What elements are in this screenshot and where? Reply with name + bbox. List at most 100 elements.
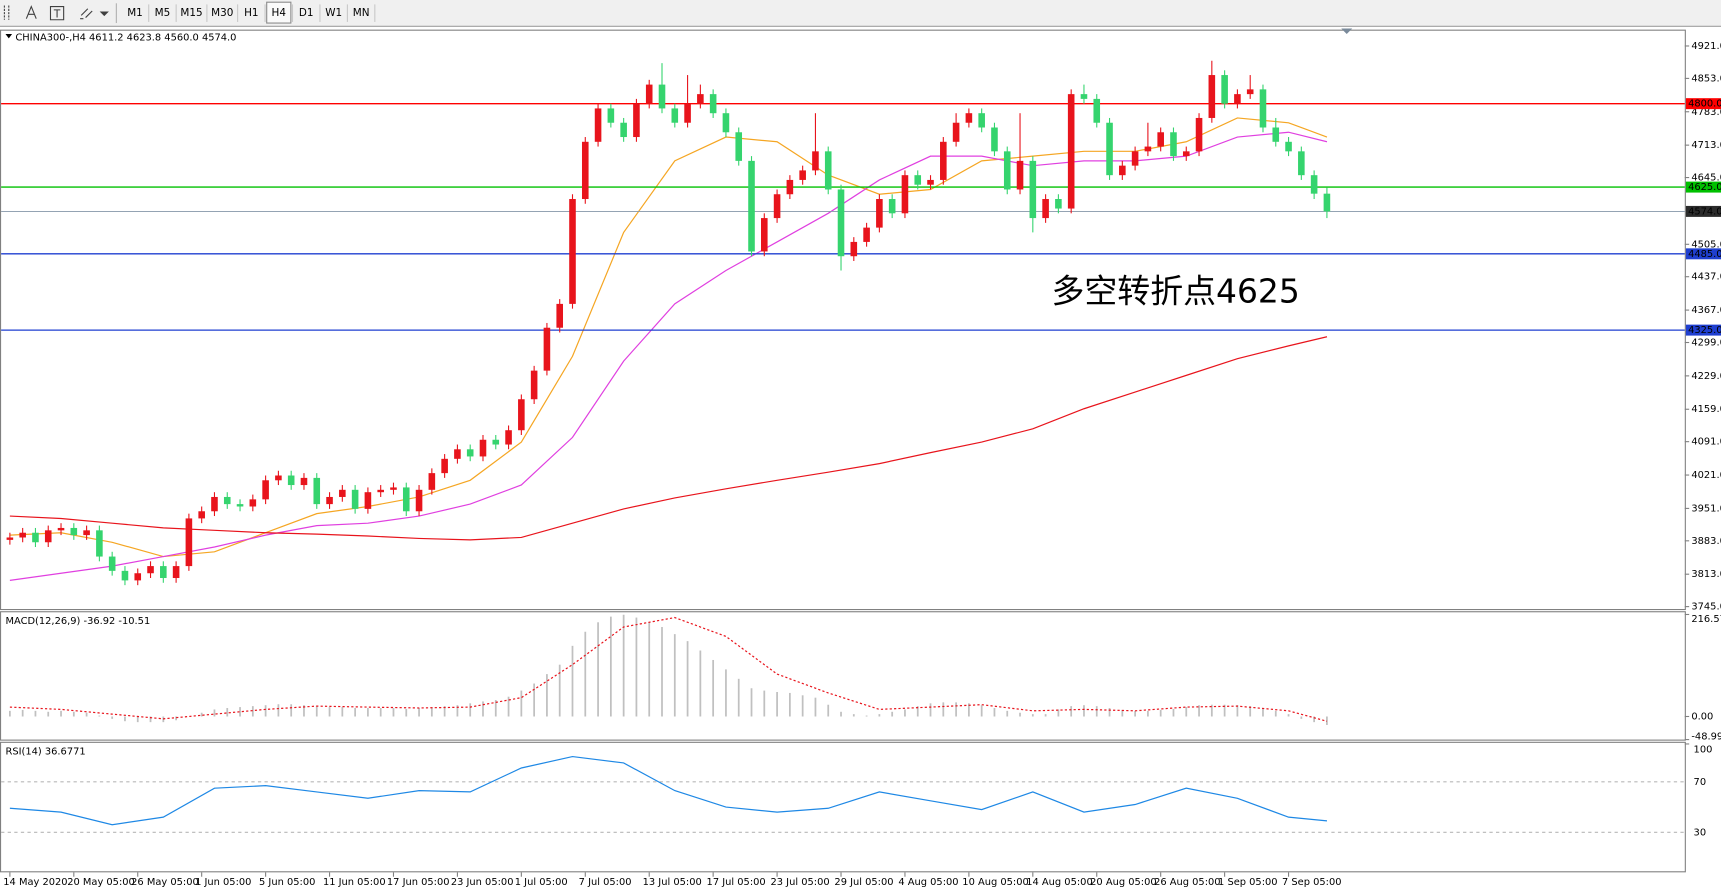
candle-body (1055, 199, 1062, 209)
y-tick-label: 4091.0 (1691, 437, 1721, 448)
candle-body (134, 573, 142, 581)
text-tool-icon[interactable] (25, 5, 37, 19)
candle-body (530, 370, 538, 400)
timeframe-button[interactable]: W1 (325, 7, 342, 19)
x-tick-label: 23 Jul 05:00 (770, 877, 829, 888)
button-label[interactable]: M1 (127, 7, 143, 19)
button-label[interactable]: D1 (299, 7, 314, 19)
button-label[interactable]: H1 (244, 7, 258, 19)
x-tick-label: 5 Jun 05:00 (259, 877, 315, 888)
candle-body (108, 556, 116, 571)
button-label[interactable]: M5 (155, 7, 171, 19)
candle-body (824, 151, 832, 190)
candle-body (1272, 127, 1280, 142)
timeframe-button[interactable]: M15 (180, 7, 202, 19)
candle-body (620, 122, 627, 138)
candle-body (249, 499, 257, 507)
indicator-header: MACD(12,26,9) -36.92 -10.51 (5, 616, 150, 627)
timeframe-button[interactable]: M1 (127, 7, 143, 19)
candle-body (492, 439, 500, 445)
candle-body (543, 327, 551, 371)
timeframe-button[interactable]: H4 (266, 1, 292, 24)
candle-body (390, 487, 397, 490)
candle-body (888, 199, 896, 214)
candle-body (1093, 98, 1101, 123)
candle-body (607, 108, 615, 123)
label-tool-icon[interactable] (49, 6, 65, 21)
timeframe-button[interactable]: M5 (155, 7, 171, 19)
arrows-tool-icon[interactable] (80, 8, 93, 20)
macd-pane: MACD(12,26,9) -36.92 -10.51 216.57 0.00 -48… (5, 614, 1721, 742)
candle-body (454, 449, 461, 459)
candle-body (1298, 151, 1305, 176)
candle-body (479, 439, 487, 457)
candle-body (505, 430, 512, 445)
candle-body (697, 94, 704, 104)
level-label-box (1685, 181, 1721, 193)
candle-body (735, 132, 743, 161)
y-tick-label: 3745.0 (1691, 602, 1721, 613)
candle-body (6, 537, 14, 540)
candle-body (965, 113, 973, 123)
timeframe-button[interactable]: H1 (244, 7, 258, 19)
candle-body (428, 473, 436, 490)
candle-body (722, 113, 730, 133)
candle-body (83, 530, 90, 536)
main-pane-frame (0, 29, 1686, 611)
y-tick-label: 4783.0 (1691, 107, 1721, 118)
candle-body (262, 480, 269, 500)
cursor-icon[interactable] (3, 5, 10, 20)
moving-average (9, 131, 1328, 581)
candle-body (1131, 151, 1139, 166)
candle-body (1106, 122, 1113, 176)
candle-body (658, 84, 666, 109)
candle-body (773, 194, 781, 219)
candle-body (236, 504, 244, 507)
timeframe-button[interactable]: MN (353, 7, 370, 19)
macd-pane-frame (0, 611, 1686, 741)
candle-body (1170, 132, 1177, 157)
button-label[interactable]: M15 (180, 7, 202, 19)
x-tick-label: 20 Aug 05:00 (1090, 877, 1156, 888)
candle-body (748, 160, 755, 252)
candle-body (19, 532, 26, 538)
x-tick-label: 1 Sep 05:00 (1218, 877, 1278, 888)
y-tick-label: 4505.0 (1691, 239, 1721, 250)
y-tick-label: 4437.0 (1691, 272, 1721, 283)
timeframe-button[interactable]: M30 (211, 7, 233, 19)
button-label[interactable]: H4 (272, 7, 287, 19)
button-label[interactable]: M30 (211, 7, 233, 19)
x-tick-label: 26 May 05:00 (131, 877, 199, 888)
candle-body (57, 527, 65, 531)
candle-body (96, 530, 103, 557)
button-label[interactable]: W1 (325, 7, 342, 19)
candle-body (44, 530, 52, 543)
candle-body (1195, 117, 1203, 152)
price-pane: CHINA300-,H4 4611.2 4623.8 4560.0 4574.0… (1, 32, 1721, 888)
candle-body (160, 566, 167, 579)
candle-body (415, 489, 423, 512)
candle-body (940, 141, 947, 180)
y-tick-label: 3883.0 (1691, 536, 1721, 547)
button-label[interactable]: MN (353, 7, 370, 19)
candle-body (1016, 160, 1024, 190)
candle-body (594, 108, 602, 142)
candle-body (991, 127, 998, 152)
level-label: 4485.0 (1688, 249, 1721, 260)
y-tick-label: 4713.0 (1691, 140, 1721, 151)
candle-body (364, 492, 372, 509)
x-tick-label: 20 May 05:00 (67, 877, 135, 888)
dropdown-icon[interactable] (99, 11, 109, 17)
level-label-box (1685, 324, 1721, 336)
level-label-box (1685, 248, 1721, 260)
level-label: 4325.0 (1688, 325, 1721, 336)
button-active-frame[interactable] (266, 1, 292, 24)
candle-body (441, 458, 448, 474)
y-tick-label: 0.00 (1691, 711, 1713, 722)
timeframe-button[interactable]: D1 (299, 7, 314, 19)
x-tick-label: 17 Jun 05:00 (387, 877, 450, 888)
candle-body (1234, 94, 1241, 104)
candle-body (863, 227, 870, 242)
y-tick-label: -48.99 (1691, 731, 1721, 742)
